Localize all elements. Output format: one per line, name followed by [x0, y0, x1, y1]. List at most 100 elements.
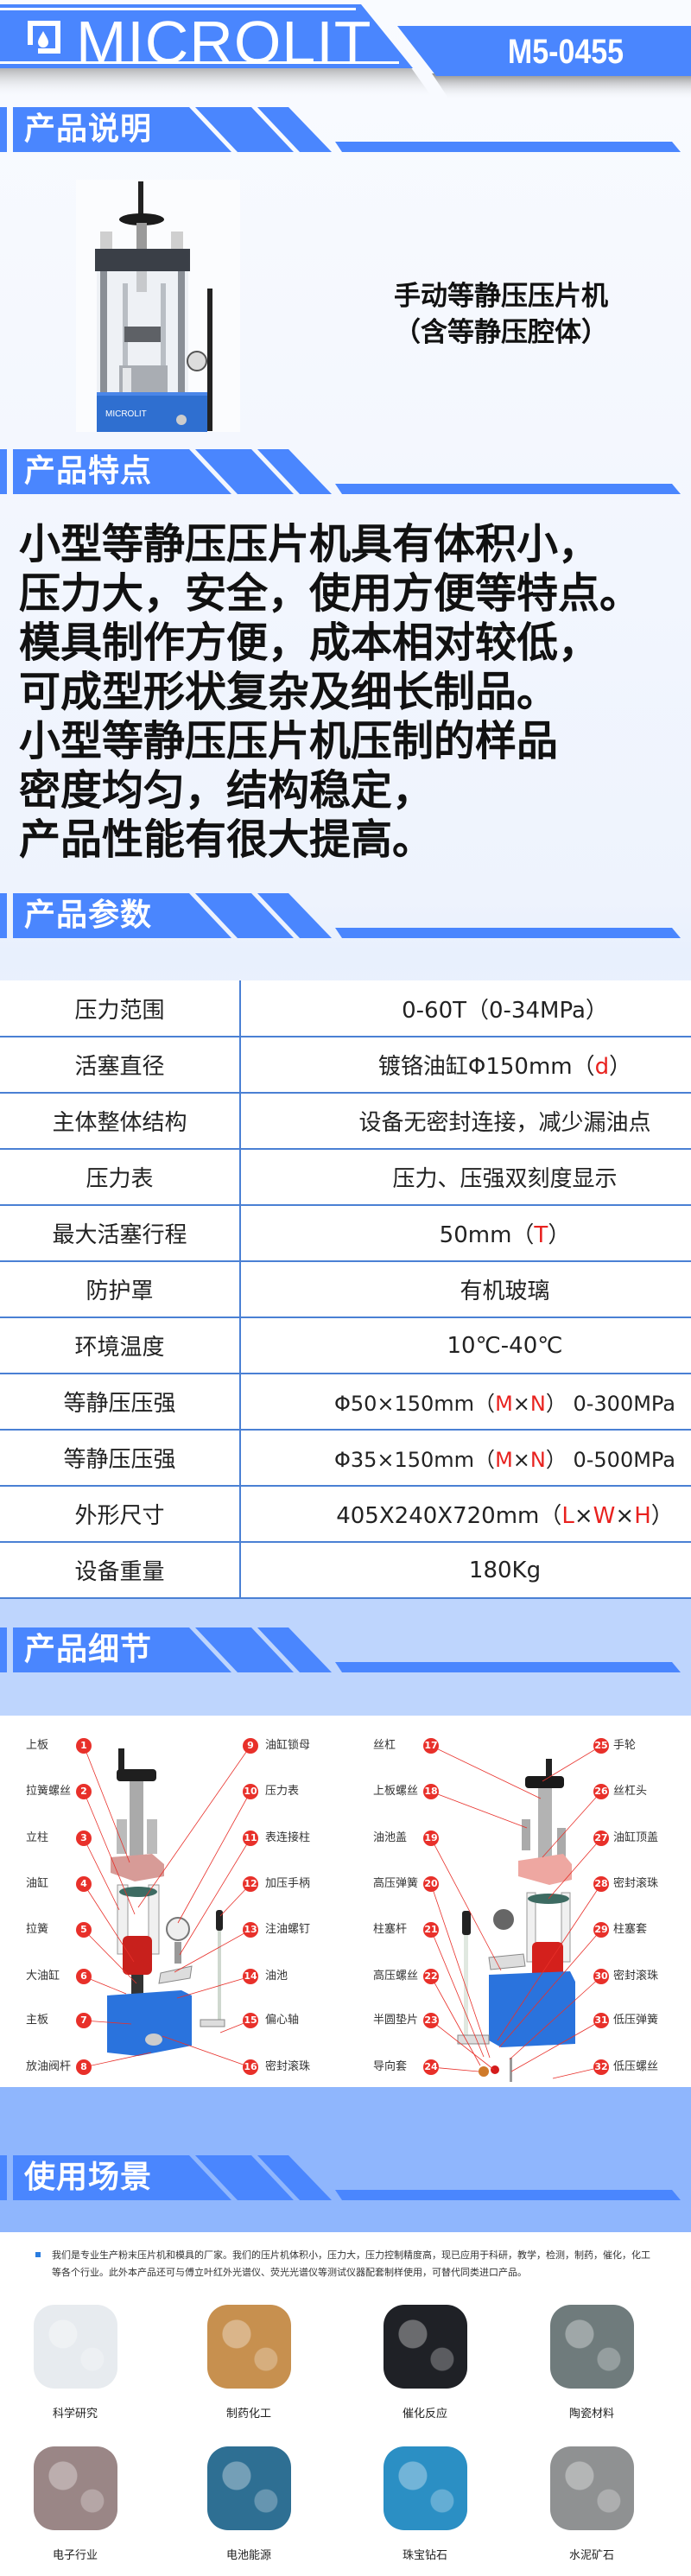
part-label: 高压螺丝	[373, 1970, 419, 1983]
part-number-badge: 23	[423, 2013, 439, 2028]
table-row: 防护罩 有机玻璃	[0, 1261, 691, 1318]
part-number-badge: 18	[423, 1784, 439, 1799]
param-symbol: d	[594, 1054, 610, 1080]
part-label: 压力表	[265, 1785, 300, 1798]
feature-line: 产品性能有很大提高。	[19, 815, 434, 864]
scene-label: 电子行业	[52, 2549, 98, 2562]
bullet-icon	[35, 2252, 41, 2257]
part-number-badge: 28	[593, 1876, 609, 1892]
part-label: 丝杠头	[613, 1785, 648, 1798]
details-diagram: 1 上板 2 拉簧螺丝 3 立柱 4 油缸 5 拉簧 6 大油缸 7 主板 8 放油阀杆 9 油缸锁母 10 压力表 1…	[0, 1716, 691, 2087]
section-header-features: 产品特点	[0, 449, 691, 494]
part-number-badge: 29	[593, 1922, 609, 1938]
product-photo: MICROLIT	[76, 180, 240, 432]
part-label: 油池盖	[373, 1831, 408, 1844]
usage-scene-card: 珠宝钻石	[382, 2446, 468, 2562]
param-value-text: ） 0-300MPa	[545, 1392, 676, 1416]
param-label: 设备重量	[0, 1542, 241, 1599]
part-label: 半圆垫片	[373, 2014, 419, 2027]
param-symbol: N	[529, 1448, 546, 1472]
param-value: 压力、压强双刻度显示	[240, 1149, 691, 1206]
section-bar-shape	[0, 2155, 681, 2200]
param-value: 0-60T（0-34MPa）	[240, 980, 691, 1037]
part-label: 上板	[26, 1739, 49, 1752]
usage-scene-card: 电池能源	[206, 2446, 292, 2562]
part-label: 油缸锁母	[265, 1739, 311, 1752]
scene-label: 催化反应	[402, 2408, 447, 2421]
section-bar-shape	[0, 893, 681, 938]
table-row: 压力范围 0-60T（0-34MPa）	[0, 980, 691, 1037]
section-header-details: 产品细节	[0, 1627, 691, 1672]
part-label: 高压弹簧	[373, 1877, 419, 1890]
section-title: 产品特点	[24, 454, 153, 489]
part-number-badge: 27	[593, 1830, 609, 1846]
section-header-usage: 使用场景	[0, 2155, 691, 2200]
part-label: 注油螺钉	[265, 1923, 311, 1936]
param-value-text: ）	[548, 1222, 571, 1248]
param-value-text: ×	[574, 1503, 593, 1529]
usage-intro: 我们是专业生产粉末压片机和模具的厂家。我们的压片机体积小，压力大，压力控制精度高…	[52, 2249, 650, 2278]
parameter-table: 压力范围 0-60T（0-34MPa） 活塞直径 镀铬油缸Φ150mm（d） 主体整体结…	[0, 980, 691, 1599]
param-value: 设备无密封连接，减少漏油点	[240, 1093, 691, 1150]
param-symbol: W	[593, 1503, 616, 1529]
param-value-text: 10℃-40℃	[447, 1332, 563, 1359]
param-value: Φ50×150mm（M×N） 0-300MPa	[240, 1374, 691, 1431]
feature-line: 可成型形状复杂及细长制品。	[19, 668, 559, 716]
param-value-text: ×	[512, 1392, 530, 1416]
part-number-badge: 25	[593, 1738, 609, 1754]
product-title: 手动等静压压片机 （含等静压腔体）	[363, 278, 639, 351]
param-value-text: ）	[609, 1054, 632, 1080]
part-label: 柱塞杆	[373, 1923, 408, 1936]
usage-scene-card: 陶瓷材料	[548, 2305, 635, 2421]
part-label: 手轮	[613, 1739, 637, 1752]
param-label: 环境温度	[0, 1317, 241, 1374]
header-banner: MICROLIT M5-0455	[0, 0, 691, 104]
part-label: 立柱	[26, 1831, 49, 1844]
param-label: 压力表	[0, 1149, 241, 1206]
product-logo: MICROLIT	[105, 409, 147, 419]
param-value-text: ） 0-500MPa	[545, 1448, 676, 1472]
param-value-text: 0-60T（0-34MPa）	[402, 997, 608, 1024]
part-number-badge: 8	[76, 2059, 92, 2075]
part-label: 油缸顶盖	[613, 1831, 659, 1844]
table-row: 外形尺寸 405X240X720mm（L×W×H）	[0, 1486, 691, 1543]
part-number-badge: 20	[423, 1876, 439, 1892]
param-value-text: 180Kg	[468, 1557, 542, 1583]
part-number-badge: 19	[423, 1830, 439, 1846]
section-title: 产品参数	[24, 898, 153, 933]
part-label: 低压螺丝	[613, 2060, 659, 2073]
scene-label: 水泥矿石	[568, 2549, 614, 2562]
param-value-text: 设备无密封连接，减少漏油点	[358, 1110, 651, 1136]
scene-image	[549, 2305, 634, 2389]
table-row: 活塞直径 镀铬油缸Φ150mm（d）	[0, 1037, 691, 1094]
scene-image	[383, 2446, 467, 2530]
param-symbol: M	[495, 1448, 513, 1472]
part-number-badge: 26	[593, 1784, 609, 1799]
part-number-badge: 2	[76, 1784, 92, 1799]
section-bar-shape	[0, 107, 681, 152]
scene-label: 陶瓷材料	[568, 2408, 614, 2421]
part-label: 油池	[265, 1970, 288, 1983]
scene-image	[206, 2305, 291, 2389]
section-bar-shape	[0, 1627, 681, 1672]
product-title-line1: 手动等静压压片机	[394, 281, 608, 312]
part-number-badge: 7	[76, 2013, 92, 2028]
part-label: 丝杠	[373, 1739, 396, 1752]
param-value-text: ×	[512, 1448, 530, 1472]
scene-image	[33, 2305, 117, 2389]
param-symbol: M	[495, 1392, 513, 1416]
table-row: 最大活塞行程 50mm（T）	[0, 1205, 691, 1262]
param-value-text: 50mm（	[439, 1222, 535, 1248]
param-value: 180Kg	[240, 1542, 691, 1599]
feature-text: 小型等静压压片机具有体积小， 压力大，安全，使用方便等特点。 模具制作方便，成本相对…	[19, 520, 684, 865]
section-title: 使用场景	[24, 2160, 153, 2195]
part-number-badge: 1	[76, 1738, 92, 1754]
param-value: 有机玻璃	[240, 1261, 691, 1318]
param-symbol: N	[529, 1392, 546, 1416]
part-number-badge: 12	[243, 1876, 258, 1892]
param-value-text: 405X240X720mm（	[336, 1503, 562, 1529]
part-number-badge: 31	[593, 2013, 609, 2028]
feature-line: 小型等静压压片机具有体积小，	[19, 520, 600, 568]
scene-image	[383, 2305, 467, 2389]
feature-line: 密度均匀，结构稳定，	[19, 766, 434, 815]
